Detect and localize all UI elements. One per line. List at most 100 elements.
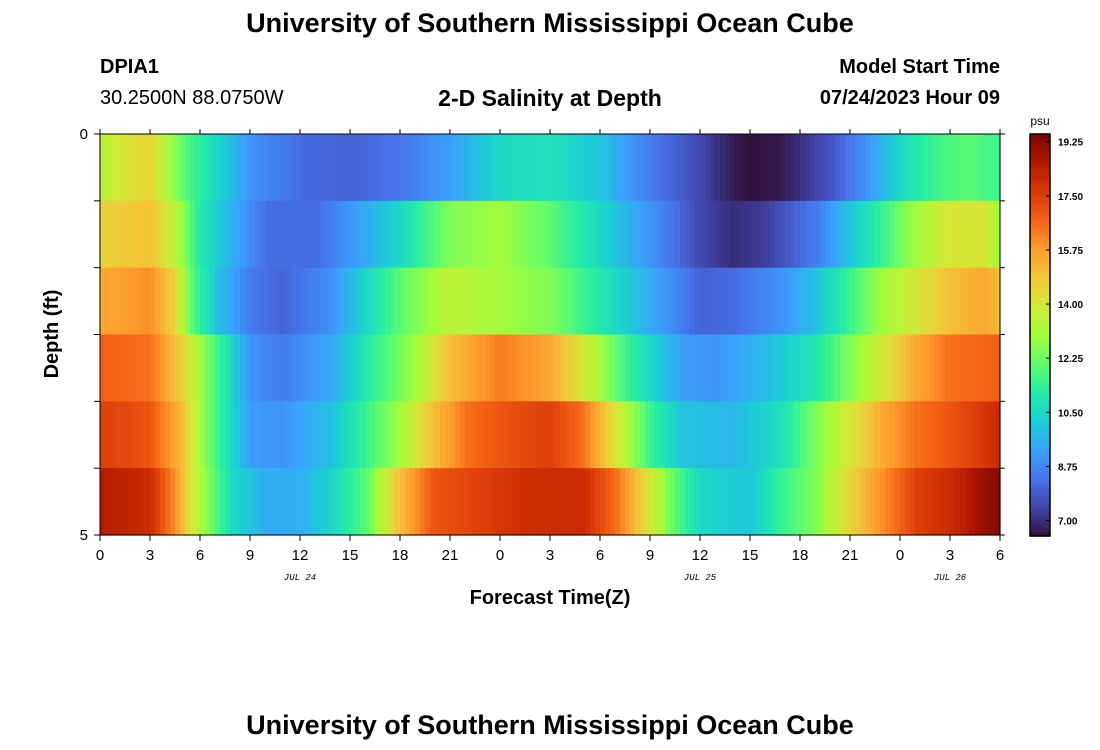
heatmap-cell xyxy=(375,468,381,536)
heatmap-cell xyxy=(455,267,461,336)
heatmap-cell xyxy=(235,267,241,336)
heatmap-cell xyxy=(470,334,476,402)
heatmap-cell xyxy=(345,334,351,402)
heatmap-cell xyxy=(665,468,671,536)
heatmap-cell xyxy=(895,267,901,336)
heatmap-cell xyxy=(245,401,251,469)
heatmap-cell xyxy=(485,468,491,536)
heatmap-cell xyxy=(495,468,501,536)
heatmap-cell xyxy=(900,200,906,269)
heatmap-cell xyxy=(120,134,126,202)
heatmap-cell xyxy=(485,200,491,269)
chart-title: 2-D Salinity at Depth xyxy=(438,85,662,111)
heatmap-cell xyxy=(750,200,756,269)
x-date-label: JUL 24 xyxy=(284,573,316,583)
heatmap-cell xyxy=(455,468,461,536)
heatmap-cell xyxy=(650,401,656,469)
heatmap-cell xyxy=(420,401,426,469)
heatmap-cell xyxy=(760,468,766,536)
heatmap-cell xyxy=(980,267,986,336)
heatmap-cell xyxy=(980,468,986,536)
heatmap-cell xyxy=(115,468,121,536)
heatmap-cell xyxy=(985,200,991,269)
heatmap-cell xyxy=(915,334,921,402)
heatmap-cell xyxy=(905,134,911,202)
colorbar-segment xyxy=(1030,138,1050,143)
heatmap-cell xyxy=(205,134,211,202)
heatmap-cell xyxy=(865,200,871,269)
heatmap-cell xyxy=(790,334,796,402)
heatmap-cell xyxy=(290,267,296,336)
heatmap-cell xyxy=(535,334,541,402)
heatmap-cell xyxy=(550,134,556,202)
heatmap-cell xyxy=(675,267,681,336)
heatmap-cell xyxy=(980,200,986,269)
heatmap-cell xyxy=(240,334,246,402)
model-start-label: Model Start Time xyxy=(839,56,1000,78)
heatmap-cell xyxy=(680,267,686,336)
heatmap-cell xyxy=(895,468,901,536)
heatmap-cell xyxy=(910,334,916,402)
heatmap-cell xyxy=(350,468,356,536)
heatmap-cell xyxy=(665,401,671,469)
colorbar-segment xyxy=(1030,339,1050,344)
colorbar-segment xyxy=(1030,459,1050,465)
heatmap-cell xyxy=(835,468,841,536)
heatmap-cell xyxy=(190,134,196,202)
heatmap-cell xyxy=(370,401,376,469)
heatmap-cell xyxy=(215,200,221,269)
heatmap-cell xyxy=(975,468,981,536)
y-tick-label: 5 xyxy=(80,527,88,544)
heatmap-cell xyxy=(425,200,431,269)
heatmap-cell xyxy=(115,334,121,402)
heatmap-cell xyxy=(135,468,141,536)
heatmap-cell xyxy=(425,334,431,402)
heatmap-cell xyxy=(510,334,516,402)
heatmap-cell xyxy=(990,334,996,402)
heatmap-cell xyxy=(925,334,931,402)
heatmap-cell xyxy=(200,401,206,469)
heatmap-cell xyxy=(145,267,151,336)
heatmap-cell xyxy=(830,334,836,402)
heatmap-cell xyxy=(830,267,836,336)
heatmap-cell xyxy=(970,134,976,202)
heatmap-cell xyxy=(505,200,511,269)
heatmap-cell xyxy=(300,267,306,336)
heatmap-cell xyxy=(730,401,736,469)
colorbar-segment xyxy=(1030,487,1050,493)
heatmap-cell xyxy=(595,334,601,402)
x-tick-label: 3 xyxy=(146,547,154,564)
heatmap-cell xyxy=(280,200,286,269)
heatmap-cell xyxy=(200,334,206,402)
x-tick-label: 9 xyxy=(246,547,254,564)
heatmap-cell xyxy=(265,401,271,469)
heatmap-cell xyxy=(300,334,306,402)
heatmap-cell xyxy=(275,468,281,536)
heatmap-cell xyxy=(550,267,556,336)
heatmap-cell xyxy=(240,134,246,202)
heatmap-cell xyxy=(550,468,556,536)
heatmap-cell xyxy=(990,468,996,536)
heatmap-cell xyxy=(470,134,476,202)
heatmap-cell xyxy=(895,334,901,402)
heatmap-cell xyxy=(955,334,961,402)
heatmap-cell xyxy=(870,267,876,336)
heatmap-cell xyxy=(815,468,821,536)
station-coords: 30.2500N 88.0750W xyxy=(100,87,284,109)
heatmap-cell xyxy=(340,267,346,336)
x-tick-label: 15 xyxy=(742,547,759,564)
heatmap-cell xyxy=(760,334,766,402)
heatmap-cell xyxy=(650,334,656,402)
heatmap-cell xyxy=(205,334,211,402)
heatmap-cell xyxy=(780,200,786,269)
heatmap-cell xyxy=(385,200,391,269)
heatmap-cells xyxy=(100,134,1001,536)
heatmap-cell xyxy=(595,401,601,469)
heatmap-cell xyxy=(365,401,371,469)
heatmap-cell xyxy=(415,134,421,202)
heatmap-cell xyxy=(205,267,211,336)
heatmap-cell xyxy=(570,134,576,202)
heatmap-cell xyxy=(385,134,391,202)
heatmap-cell xyxy=(815,200,821,269)
heatmap-cell xyxy=(790,267,796,336)
